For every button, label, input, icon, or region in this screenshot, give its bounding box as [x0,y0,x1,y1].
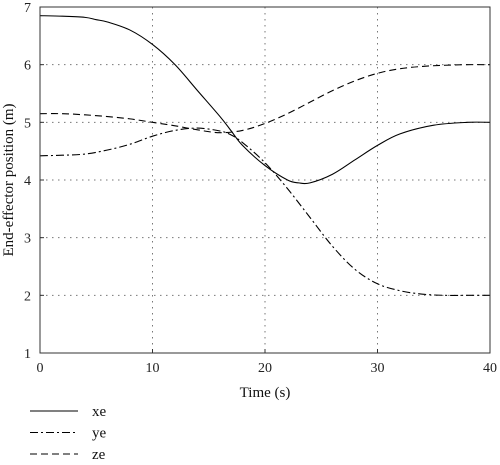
y-axis-ticks: 1 2 3 4 5 6 7 [24,1,44,362]
y-tick-label: 3 [24,232,31,247]
x-tick-label: 10 [146,361,160,376]
x-tick-label: 40 [483,361,497,376]
y-tick-label: 4 [24,174,31,189]
legend-label-ze: ze [92,447,106,463]
x-axis-ticks: 0 10 20 30 40 [37,349,497,376]
y-axis-title: End-effector position (m) [1,103,17,256]
y-tick-label: 6 [24,59,31,74]
y-tick-label: 7 [24,1,31,16]
x-tick-label: 20 [258,361,272,376]
series-line-xe [39,15,491,185]
x-tick-label: 30 [371,361,385,376]
legend: xe ye ze [30,404,107,463]
y-tick-label: 5 [24,116,31,131]
legend-label-xe: xe [92,404,107,420]
grid [40,7,490,353]
y-tick-label: 1 [24,347,31,362]
y-tick-label: 2 [24,289,31,304]
legend-label-ye: ye [92,426,107,442]
series-lines [39,15,491,296]
series-line-ze [39,64,491,134]
x-tick-label: 0 [37,361,44,376]
x-axis-title: Time (s) [240,385,291,401]
